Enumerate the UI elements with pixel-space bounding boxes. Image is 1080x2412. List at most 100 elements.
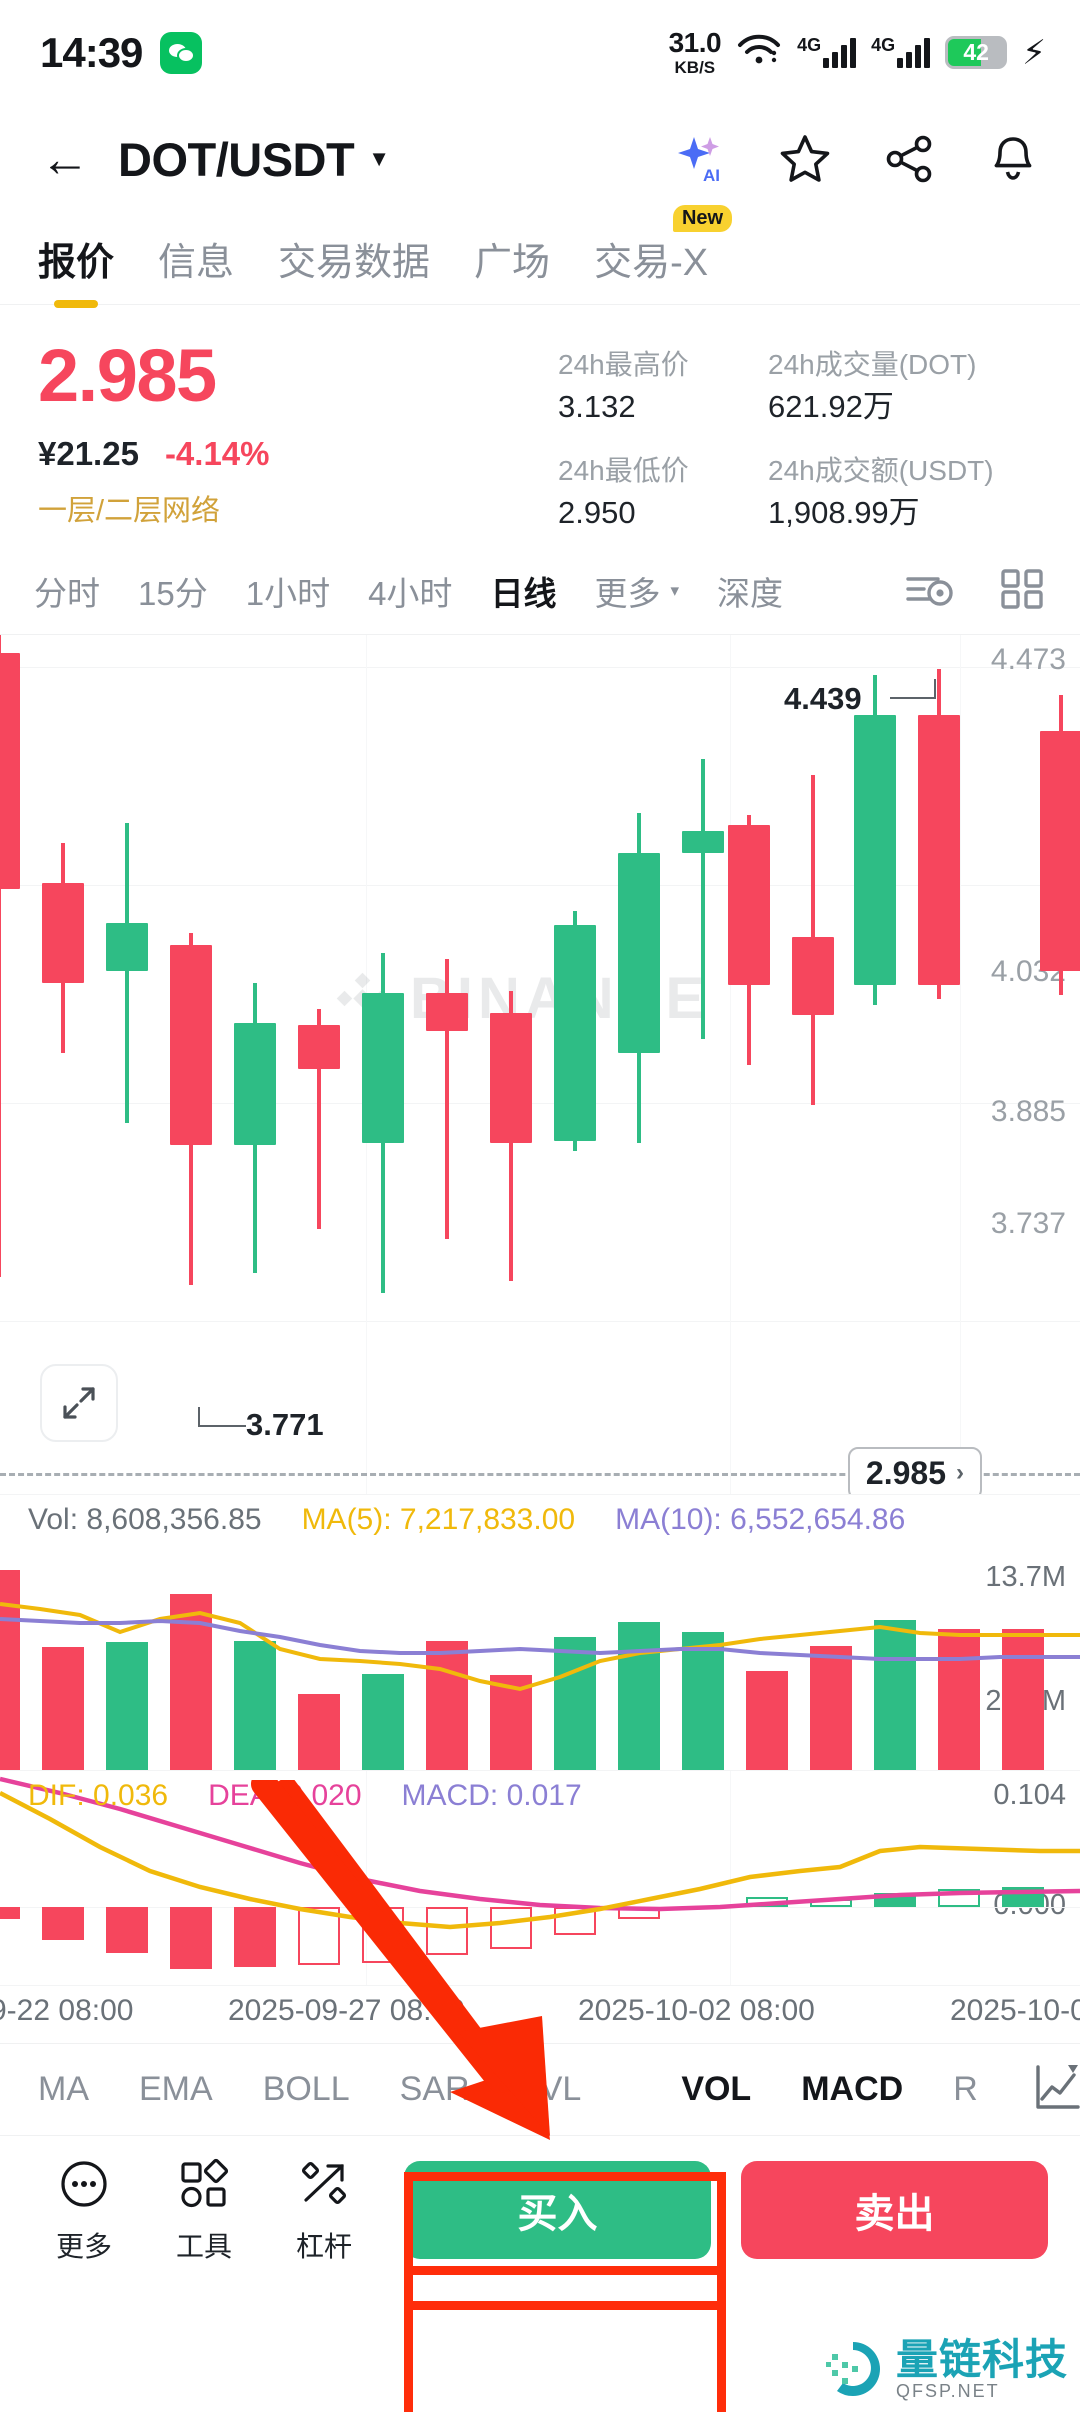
macd-bar (106, 1906, 148, 1953)
grid-layout-icon[interactable] (998, 566, 1046, 617)
price-chart[interactable]: 4.473 4.032 3.885 3.737 BINANCE (0, 634, 1080, 1495)
timeframe-1d[interactable]: 日线 (490, 575, 557, 612)
indicator-rsi[interactable]: R (953, 2069, 978, 2108)
stat-label: 24h最低价 (558, 454, 689, 486)
change-percent: -4.14% (164, 435, 270, 472)
timeframe-1h[interactable]: 1小时 (245, 575, 331, 612)
stat-label: 24h成交额(USDT) (768, 454, 994, 486)
indicator-sar[interactable]: SAR (399, 2069, 470, 2108)
tab-trade-x-label: 交易-X (594, 242, 709, 284)
chart-line-icon[interactable] (1028, 2059, 1080, 2120)
price-summary: 2.985 ¥21.25 -4.14% 一层/二层网络 24h最高价 3.132… (0, 305, 1080, 549)
volume-bar (1002, 1628, 1044, 1770)
volume-panel[interactable]: Vol: 8,608,356.85 MA(5): 7,217,833.00 MA… (0, 1495, 1080, 1770)
ai-sparkle-icon[interactable]: AI (672, 131, 728, 187)
y-axis-label: 4.473 (990, 642, 1066, 676)
wechat-icon (160, 31, 203, 74)
tab-trade-x[interactable]: 交易-X New (594, 205, 733, 286)
stat-value: 621.92万 (768, 389, 894, 424)
network-tag[interactable]: 一层/二层网络 (38, 495, 221, 527)
star-icon[interactable] (778, 132, 832, 186)
timeframe-4h[interactable]: 4小时 (368, 575, 453, 612)
gridline (0, 884, 1080, 886)
timeframe-bar: 分时 15分 1小时 4小时 日线 更多 ▾ 深度 (0, 549, 1080, 635)
x-axis: 9-22 08:00 2025-09-27 08:00 2025-10-02 0… (0, 1984, 1080, 2043)
tab-quotes[interactable]: 报价 (38, 231, 114, 286)
macd-bar (938, 1888, 980, 1907)
signal-1: 4G (797, 36, 857, 68)
header-actions: AI (672, 131, 1048, 187)
indicator-ma[interactable]: MA (38, 2069, 89, 2108)
macd-axis-label: 0.104 (993, 1778, 1066, 1811)
timeframe-intraday[interactable]: 分时 (34, 575, 100, 612)
timeframe-depth[interactable]: 深度 (716, 575, 783, 612)
stat-value: 2.950 (558, 494, 636, 530)
volume-bar (874, 1619, 916, 1770)
bottom-item-leverage[interactable]: 杠杆 (268, 2156, 380, 2265)
low-marker-tick (198, 1406, 200, 1427)
chevron-down-icon[interactable]: ▾ (670, 581, 679, 600)
new-badge: New (672, 205, 733, 232)
stat-value: 3.132 (558, 389, 636, 424)
macd-bar (426, 1906, 468, 1955)
chart-settings-icon[interactable] (902, 567, 954, 616)
macd-legend-dif: DIF: 0.036 (28, 1779, 168, 1813)
buy-button[interactable]: 买入 (404, 2161, 711, 2259)
bell-icon[interactable] (986, 132, 1040, 186)
tab-info[interactable]: 信息 (158, 242, 235, 284)
legend-value: 0.036 (93, 1778, 169, 1812)
status-bar: 14:39 31.0 KB/S 4G 4G (0, 0, 1080, 105)
legend-key: DIF: (28, 1778, 85, 1812)
tab-square[interactable]: 广场 (474, 242, 551, 284)
market-stats: 24h最高价 3.132 24h成交量(DOT) 621.92万 24h最低价 … (558, 339, 1042, 533)
macd-bar (234, 1906, 276, 1967)
bottom-item-label: 杠杆 (295, 2230, 352, 2262)
expand-fullscreen-icon[interactable] (40, 1363, 118, 1442)
indicator-ema[interactable]: EMA (139, 2069, 213, 2108)
timeframe-15m[interactable]: 15分 (138, 575, 208, 612)
sell-button[interactable]: 卖出 (741, 2161, 1048, 2259)
bottom-item-more[interactable]: 更多 (28, 2156, 140, 2265)
bottom-action-bar: 更多 工具 杠杆 买入 卖出 (0, 2134, 1080, 2285)
high-marker-line (890, 696, 936, 699)
indicator-boll[interactable]: BOLL (262, 2069, 350, 2108)
watermark-brand: 量链科技 (895, 2336, 1068, 2383)
last-price-pill[interactable]: 2.985 › (847, 1446, 982, 1494)
legend-value: 0.017 (506, 1778, 582, 1812)
legend-key: MA(10): (615, 1502, 722, 1536)
stat-volume-base: 24h成交量(DOT) 621.92万 (768, 347, 1042, 427)
volume-bar (42, 1646, 84, 1770)
last-price-line (0, 1472, 1080, 1476)
indicator-macd[interactable]: MACD (801, 2069, 904, 2108)
chevron-down-icon[interactable]: ▼ (368, 146, 390, 171)
app-header: ← DOT/USDT ▼ AI (0, 105, 1080, 213)
network-speed-unit: KB/S (674, 58, 716, 77)
section-tabs: 报价 信息 交易数据 广场 交易-X New (0, 205, 1080, 305)
indicator-vol[interactable]: VOL (681, 2069, 752, 2108)
stat-label: 24h成交量(DOT) (768, 349, 977, 380)
arrow-left-icon[interactable]: ← (40, 131, 90, 187)
gridline-vertical (730, 634, 731, 1494)
price-subrow: ¥21.25 -4.14% (38, 435, 558, 473)
watermark-logo-icon (825, 2342, 880, 2397)
macd-lines (0, 1776, 1080, 1929)
tab-trade-data[interactable]: 交易数据 (278, 242, 431, 284)
page-title[interactable]: DOT/USDT (118, 132, 355, 186)
volume-legend-ma10: MA(10): 6,552,654.86 (615, 1503, 905, 1537)
price-block: 2.985 ¥21.25 -4.14% 一层/二层网络 (38, 339, 558, 533)
chevron-right-icon: › (956, 1459, 964, 1486)
volume-bar (938, 1628, 980, 1770)
share-icon[interactable] (882, 132, 936, 186)
legend-key: MACD: (401, 1778, 499, 1812)
signal-2-label: 4G (871, 34, 896, 55)
macd-bar (0, 1906, 20, 1919)
timeframe-more[interactable]: 更多 (594, 575, 661, 612)
signal-bars (823, 37, 857, 68)
ellipsis-circle-icon (56, 2156, 112, 2217)
volume-bar (618, 1621, 660, 1770)
x-axis-label: 2025-10-0 (950, 1993, 1080, 2027)
bottom-item-tools[interactable]: 工具 (148, 2156, 260, 2265)
bottom-item-label: 更多 (55, 2230, 112, 2262)
candlestick-series (0, 634, 1080, 1494)
